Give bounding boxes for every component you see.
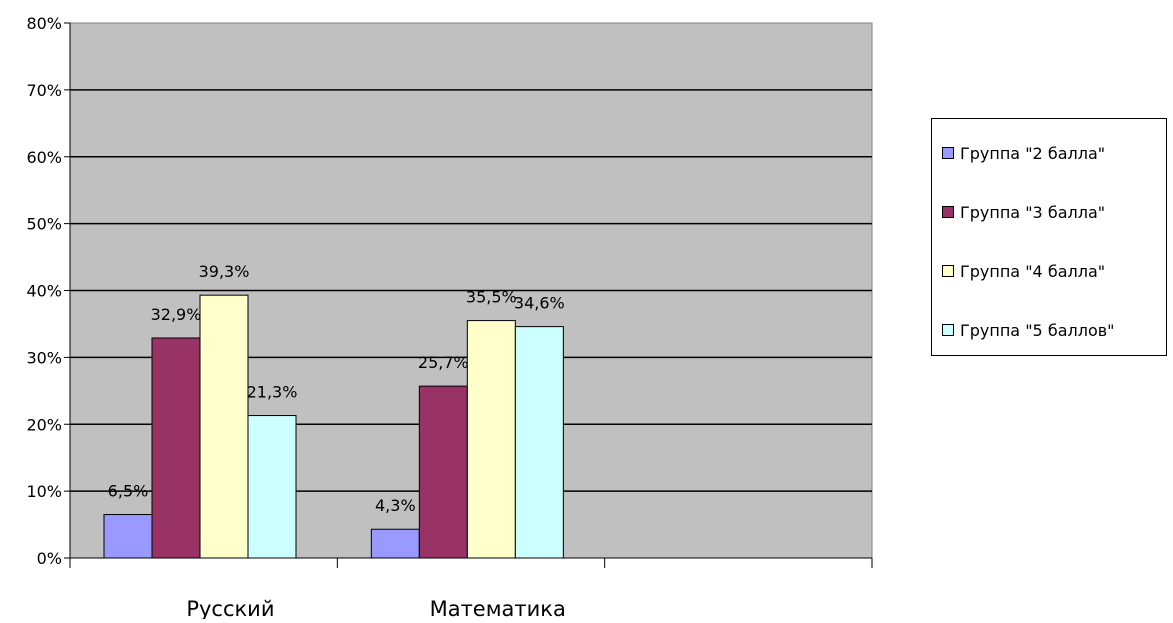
legend-label: Группа "5 баллов" — [960, 320, 1115, 340]
legend-item: Группа "4 балла" — [942, 261, 1105, 281]
bar — [514, 326, 564, 559]
legend-swatch — [942, 265, 954, 277]
bar — [103, 514, 153, 559]
y-tick-label: 30% — [26, 348, 62, 367]
data-label: 4,3% — [375, 496, 416, 515]
y-tick-label: 70% — [26, 81, 62, 100]
bar — [151, 337, 201, 559]
data-label: 32,9% — [151, 305, 202, 324]
legend-label: Группа "2 балла" — [960, 143, 1106, 163]
legend-item: Группа "2 балла" — [942, 143, 1105, 163]
x-tick-label: Математика — [430, 597, 566, 619]
bar — [199, 294, 249, 559]
y-tick-label: 40% — [26, 282, 62, 301]
data-label: 34,6% — [514, 294, 565, 313]
y-tick-label: 50% — [26, 215, 62, 234]
legend-label: Группа "3 балла" — [960, 202, 1106, 222]
legend-item: Группа "5 баллов" — [942, 320, 1115, 340]
data-label: 39,3% — [199, 262, 250, 281]
bar — [466, 320, 516, 559]
legend-item: Группа "3 балла" — [942, 202, 1105, 222]
y-tick-label: 80% — [26, 14, 62, 33]
data-label: 21,3% — [247, 383, 298, 402]
bar — [418, 385, 468, 559]
legend-swatch — [942, 324, 954, 336]
y-tick-label: 60% — [26, 148, 62, 167]
x-tick-label: Русский — [186, 597, 274, 619]
data-label: 35,5% — [466, 288, 517, 307]
data-label: 6,5% — [108, 482, 149, 501]
y-tick-label: 0% — [37, 549, 62, 568]
y-tick-label: 20% — [26, 415, 62, 434]
bar — [247, 415, 297, 559]
legend-swatch — [942, 147, 954, 159]
y-tick-label: 10% — [26, 482, 62, 501]
legend-label: Группа "4 балла" — [960, 261, 1106, 281]
legend: Группа "2 балла" Группа "3 балла" Группа "… — [931, 118, 1167, 356]
data-label: 25,7% — [418, 353, 469, 372]
legend-swatch — [942, 206, 954, 218]
bar — [370, 528, 420, 559]
